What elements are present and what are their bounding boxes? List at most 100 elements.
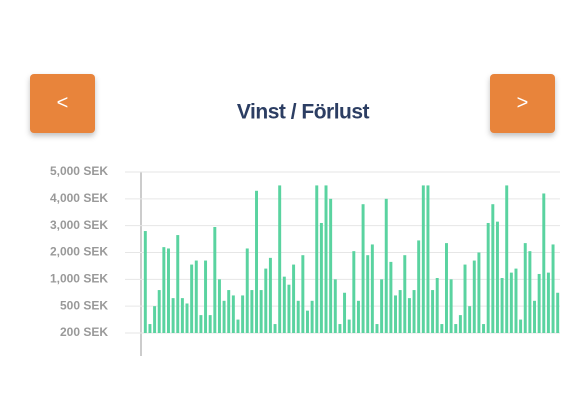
bar (245, 248, 249, 333)
bar (310, 300, 314, 333)
bar (153, 306, 157, 333)
bar (241, 295, 245, 333)
bar (472, 260, 476, 333)
bar (194, 260, 198, 333)
bar (292, 264, 296, 333)
bar (486, 222, 490, 333)
bar (282, 276, 286, 333)
bar (143, 231, 147, 333)
y-tick-label: 5,000 SEK (50, 164, 108, 178)
bar (287, 284, 291, 333)
bar (421, 185, 425, 333)
bar (412, 290, 416, 333)
bar (347, 319, 351, 333)
bar (259, 290, 263, 333)
bar (324, 185, 328, 333)
bar (296, 300, 300, 333)
bar (167, 248, 170, 333)
chart-title: Vinst / Förlust (237, 101, 370, 124)
bar (546, 272, 550, 333)
bar (306, 310, 309, 333)
bar (255, 190, 258, 333)
bar (375, 324, 379, 333)
bar (528, 251, 532, 333)
bar (542, 193, 546, 333)
bar (380, 279, 384, 333)
bar (231, 295, 235, 333)
bar (514, 268, 518, 333)
bar (454, 324, 458, 333)
bar (500, 277, 504, 333)
bar (301, 255, 305, 333)
y-tick-label: 2,000 SEK (50, 245, 108, 259)
bar (356, 300, 360, 333)
bar (440, 324, 444, 333)
bar (366, 255, 370, 333)
bar (505, 185, 509, 333)
bar (250, 290, 254, 333)
bar (222, 300, 226, 333)
bar (264, 268, 268, 333)
bar (190, 264, 194, 333)
bar (477, 252, 481, 333)
bar (227, 290, 231, 333)
bar (491, 204, 495, 333)
bar (431, 290, 435, 333)
bar (523, 243, 527, 333)
bar (278, 185, 282, 333)
bar (398, 290, 402, 333)
bar (199, 315, 203, 333)
bar (449, 279, 453, 333)
bar (338, 324, 342, 333)
bar (352, 251, 356, 333)
bar (315, 185, 319, 333)
bar (509, 272, 513, 333)
bar (407, 298, 411, 333)
bar (435, 277, 439, 333)
bar (329, 198, 333, 333)
bar (361, 204, 365, 333)
bar (148, 324, 152, 333)
bar (495, 221, 499, 333)
prev-button[interactable]: < (30, 74, 95, 133)
bar (157, 290, 161, 333)
bar (208, 315, 212, 333)
bar (343, 292, 347, 333)
bar (533, 300, 536, 333)
bar (333, 279, 337, 333)
y-tick-label: 4,000 SEK (50, 191, 108, 205)
y-tick-label: 1,000 SEK (50, 272, 108, 286)
bar (458, 315, 462, 333)
bar (417, 240, 421, 333)
bar (389, 261, 393, 333)
next-button[interactable]: > (490, 74, 555, 133)
bar (185, 303, 189, 333)
bar (426, 185, 430, 333)
bar (217, 279, 221, 333)
bar (468, 306, 472, 333)
bar (268, 257, 272, 333)
bar (384, 198, 388, 333)
bar (370, 244, 374, 333)
bar (463, 264, 467, 333)
bar (394, 295, 397, 333)
y-tick-label: 500 SEK (60, 298, 108, 312)
y-tick-label: 3,000 SEK (50, 218, 108, 232)
bar (445, 243, 448, 333)
bar (556, 292, 560, 333)
bar (519, 319, 523, 333)
bar (176, 235, 180, 333)
bar (482, 324, 486, 333)
bar (162, 247, 166, 333)
bar (403, 255, 407, 333)
bar (273, 324, 277, 333)
bar (551, 244, 555, 333)
y-tick-label: 200 SEK (60, 325, 108, 339)
bar (180, 298, 184, 333)
bar (213, 227, 217, 333)
bar (319, 222, 323, 333)
bar (171, 298, 175, 333)
bar (537, 273, 541, 333)
